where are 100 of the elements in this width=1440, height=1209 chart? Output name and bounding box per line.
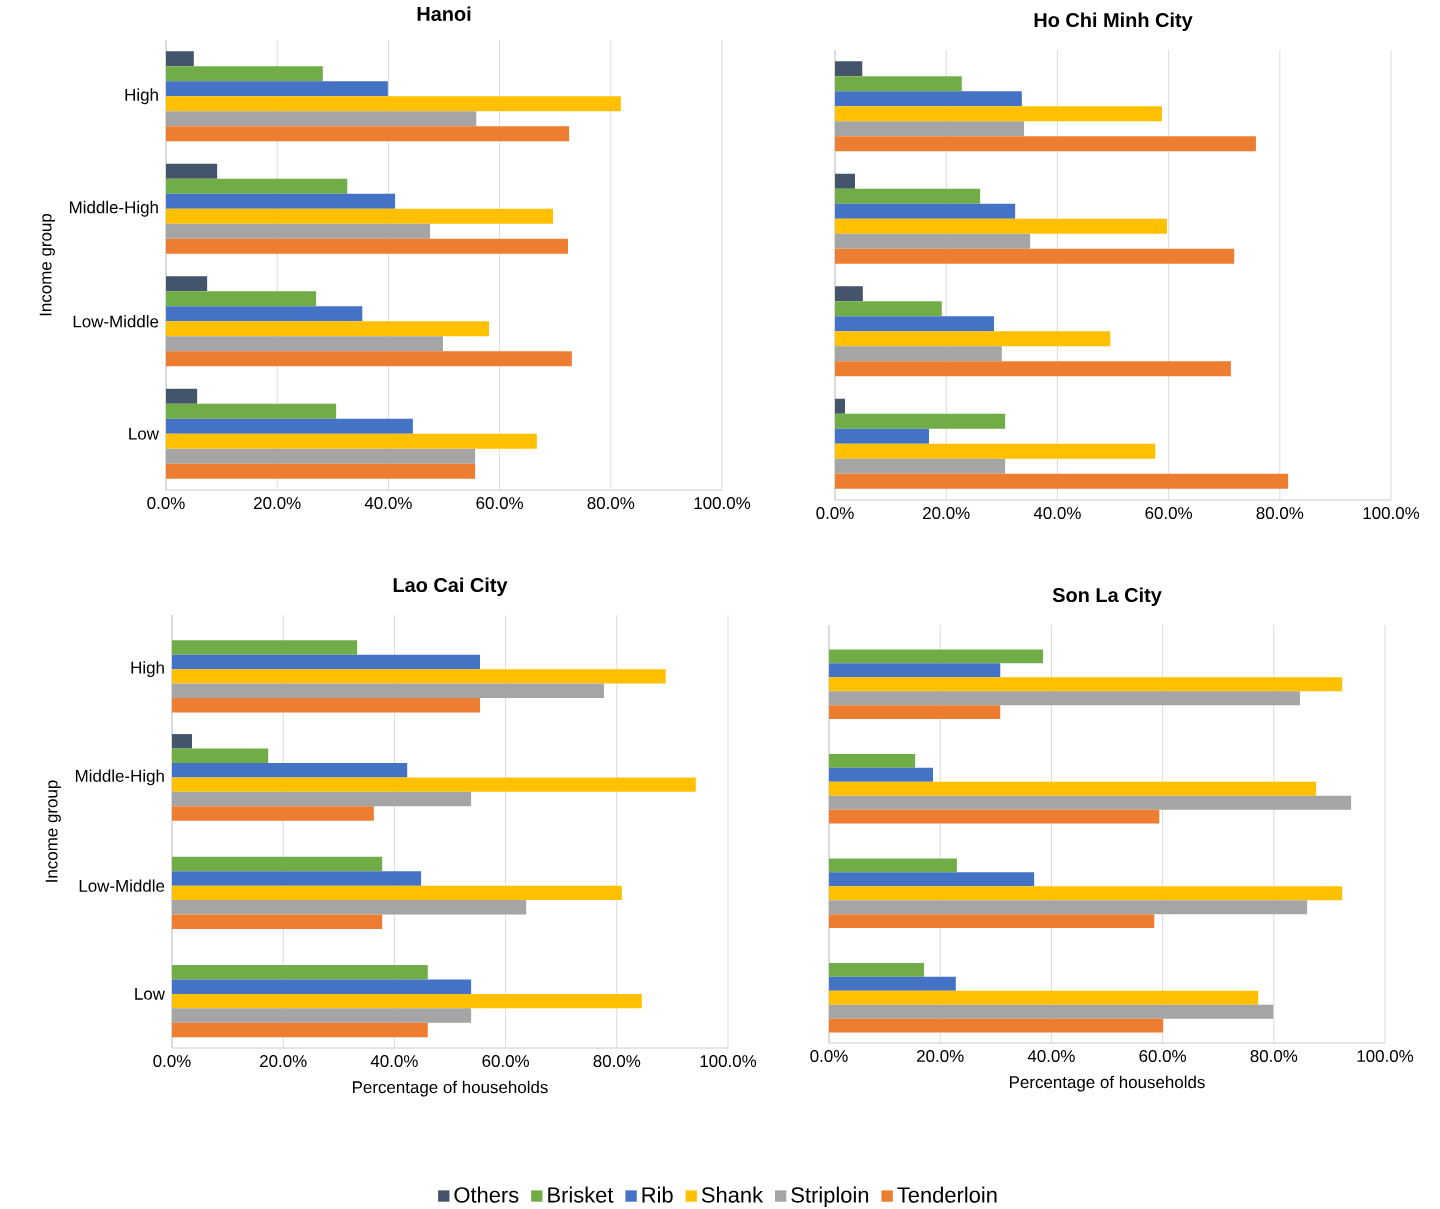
bar bbox=[835, 316, 995, 332]
bar bbox=[835, 76, 962, 92]
bar bbox=[166, 321, 490, 337]
bar bbox=[829, 872, 1035, 887]
bar bbox=[172, 900, 527, 915]
x-tick-label: 20.0% bbox=[917, 1050, 964, 1063]
x-tick-label: 40.0% bbox=[370, 1055, 418, 1068]
x-tick-label: 0.0% bbox=[816, 507, 854, 520]
bar bbox=[166, 291, 317, 307]
bar bbox=[172, 885, 622, 901]
x-tick-label: 100.0% bbox=[1357, 1050, 1414, 1063]
x-tick-label: 40.0% bbox=[364, 497, 412, 510]
bar bbox=[166, 96, 621, 112]
bar bbox=[166, 81, 388, 97]
x-tick-label: 0.0% bbox=[810, 1050, 848, 1063]
y-tick-label: Low bbox=[129, 427, 159, 440]
y-tick-label: Low-Middle bbox=[73, 315, 159, 328]
bar bbox=[835, 233, 1031, 249]
bar bbox=[172, 734, 193, 749]
chart-title: Hanoi bbox=[417, 6, 471, 22]
bar bbox=[166, 208, 553, 224]
bar bbox=[829, 976, 956, 991]
bar bbox=[835, 203, 1016, 219]
bar bbox=[835, 398, 846, 414]
bar bbox=[166, 223, 431, 239]
x-axis-title: Percentage of households bbox=[1009, 1075, 1205, 1092]
bar bbox=[829, 705, 1001, 720]
bar bbox=[172, 762, 408, 778]
x-tick-label: 80.0% bbox=[593, 1055, 641, 1068]
bar bbox=[829, 886, 1343, 901]
bar bbox=[835, 473, 1289, 489]
bar bbox=[835, 121, 1025, 137]
bar bbox=[835, 301, 942, 317]
bar bbox=[172, 698, 481, 713]
x-tick-label: 100.0% bbox=[694, 497, 751, 510]
bar bbox=[835, 61, 863, 77]
bar bbox=[172, 1008, 472, 1023]
bar bbox=[829, 649, 1044, 664]
y-tick-label: Middle-High bbox=[75, 769, 164, 786]
legend-label: Others bbox=[454, 1186, 519, 1203]
bar bbox=[829, 858, 957, 873]
y-tick-label: Low-Middle bbox=[79, 879, 165, 892]
bar bbox=[172, 1022, 428, 1038]
bar bbox=[172, 777, 696, 792]
bar bbox=[829, 781, 1317, 796]
bar bbox=[166, 51, 194, 67]
x-tick-label: 60.0% bbox=[476, 497, 524, 510]
x-tick-label: 60.0% bbox=[1145, 507, 1193, 520]
x-tick-label: 20.0% bbox=[254, 497, 301, 510]
x-tick-label: 80.0% bbox=[1256, 507, 1304, 520]
bar bbox=[829, 809, 1160, 824]
bar bbox=[172, 791, 472, 807]
bar bbox=[166, 336, 443, 352]
legend-label: Rib bbox=[642, 1186, 673, 1203]
bar bbox=[166, 66, 323, 82]
bar bbox=[835, 136, 1256, 152]
x-tick-label: 80.0% bbox=[1250, 1050, 1298, 1063]
bar bbox=[835, 188, 981, 204]
bar bbox=[166, 418, 413, 434]
bar bbox=[172, 683, 605, 699]
bar bbox=[835, 331, 1111, 347]
chart-title: Lao Cai City bbox=[393, 577, 508, 597]
bar bbox=[166, 193, 396, 209]
bar bbox=[172, 871, 422, 886]
x-tick-label: 60.0% bbox=[482, 1055, 530, 1068]
bar bbox=[166, 163, 218, 179]
bar bbox=[829, 767, 933, 782]
chart-title: Son La City bbox=[1052, 587, 1162, 607]
y-tick-label: Low bbox=[135, 987, 165, 1000]
x-axis-title: Percentage of households bbox=[352, 1080, 548, 1097]
bar bbox=[835, 173, 856, 189]
bar bbox=[835, 218, 1167, 234]
y-axis-title: Income group bbox=[45, 780, 61, 882]
y-axis-title: Income group bbox=[39, 213, 55, 316]
bar bbox=[166, 306, 363, 322]
bar bbox=[172, 979, 472, 994]
bar bbox=[835, 106, 1162, 122]
bar bbox=[835, 413, 1006, 429]
bar bbox=[172, 654, 481, 670]
x-tick-label: 40.0% bbox=[1033, 507, 1081, 520]
x-tick-label: 0.0% bbox=[153, 1055, 191, 1068]
y-tick-label: High bbox=[131, 661, 164, 678]
x-tick-label: 60.0% bbox=[1139, 1050, 1187, 1063]
bar bbox=[166, 388, 198, 404]
legend-label: Shank bbox=[701, 1186, 764, 1203]
bar bbox=[172, 806, 374, 821]
bar bbox=[829, 900, 1308, 915]
bar bbox=[835, 248, 1235, 264]
bar bbox=[166, 238, 568, 254]
bar bbox=[835, 458, 1006, 474]
bar bbox=[172, 748, 269, 763]
bar bbox=[829, 990, 1259, 1005]
x-tick-label: 100.0% bbox=[1363, 507, 1420, 520]
bar bbox=[172, 993, 642, 1009]
y-tick-label: Middle-High bbox=[69, 200, 158, 217]
bar bbox=[829, 677, 1343, 692]
bar bbox=[172, 914, 383, 929]
bar bbox=[835, 286, 863, 302]
bar bbox=[829, 663, 1001, 678]
bar bbox=[835, 346, 1002, 362]
